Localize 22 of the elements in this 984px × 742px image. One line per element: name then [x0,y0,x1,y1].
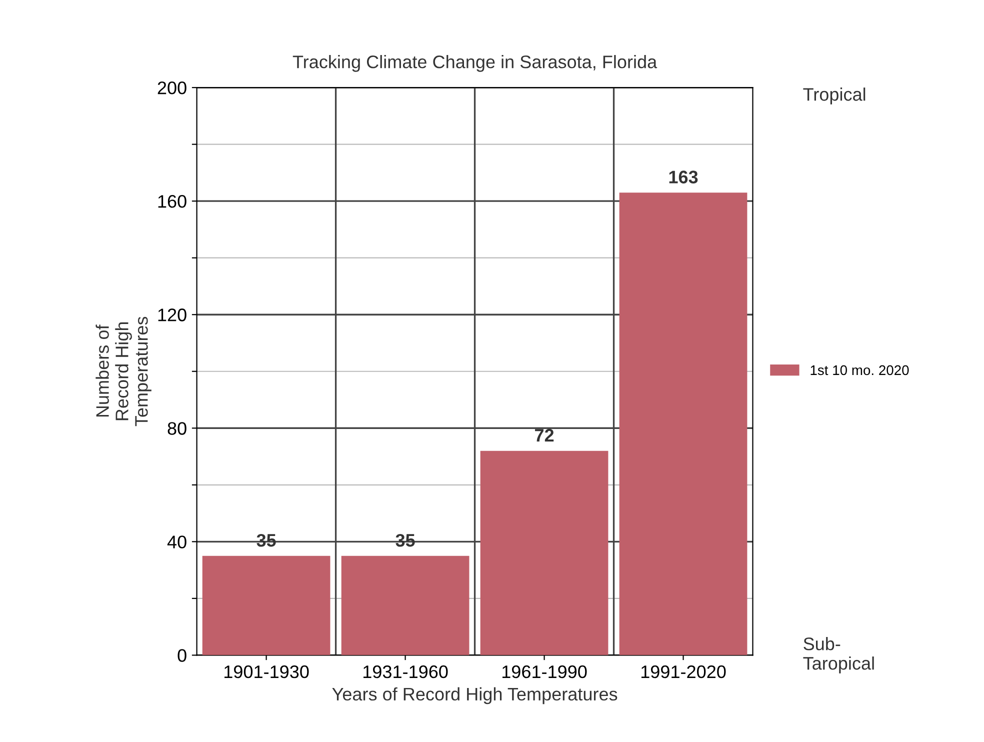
bar [341,556,470,656]
y-tick-label: 40 [167,536,186,548]
y-tick-label: 120 [158,308,186,322]
chart-title: Tracking Climate Change in Sarasota, Florida [292,55,658,72]
data-label: 72 [535,428,554,442]
bar [480,450,608,656]
text: Tropical [803,88,866,104]
y-tick-label: 80 [168,422,186,435]
x-tick-label: 1901-1930 [224,665,309,678]
bar [202,556,330,656]
y-axis-title: Numbers of Record High Temperatures [96,316,152,426]
legend-label: 1st 10 mo. 2020 [810,365,909,376]
x-axis-title: Years of Record High Temperatures [332,687,618,704]
y-tick-label: 200 [158,81,186,94]
x-tick-label: 1991-2020 [641,665,726,678]
y-tick-label: 160 [158,195,186,208]
y-tick-label: 0 [178,649,186,662]
bar [619,192,748,656]
x-tick-label: 1931-1960 [363,665,448,678]
x-tick-label: 1961-1990 [502,665,587,678]
data-label: 163 [669,170,698,184]
text: Sub- Taropical [803,637,874,674]
